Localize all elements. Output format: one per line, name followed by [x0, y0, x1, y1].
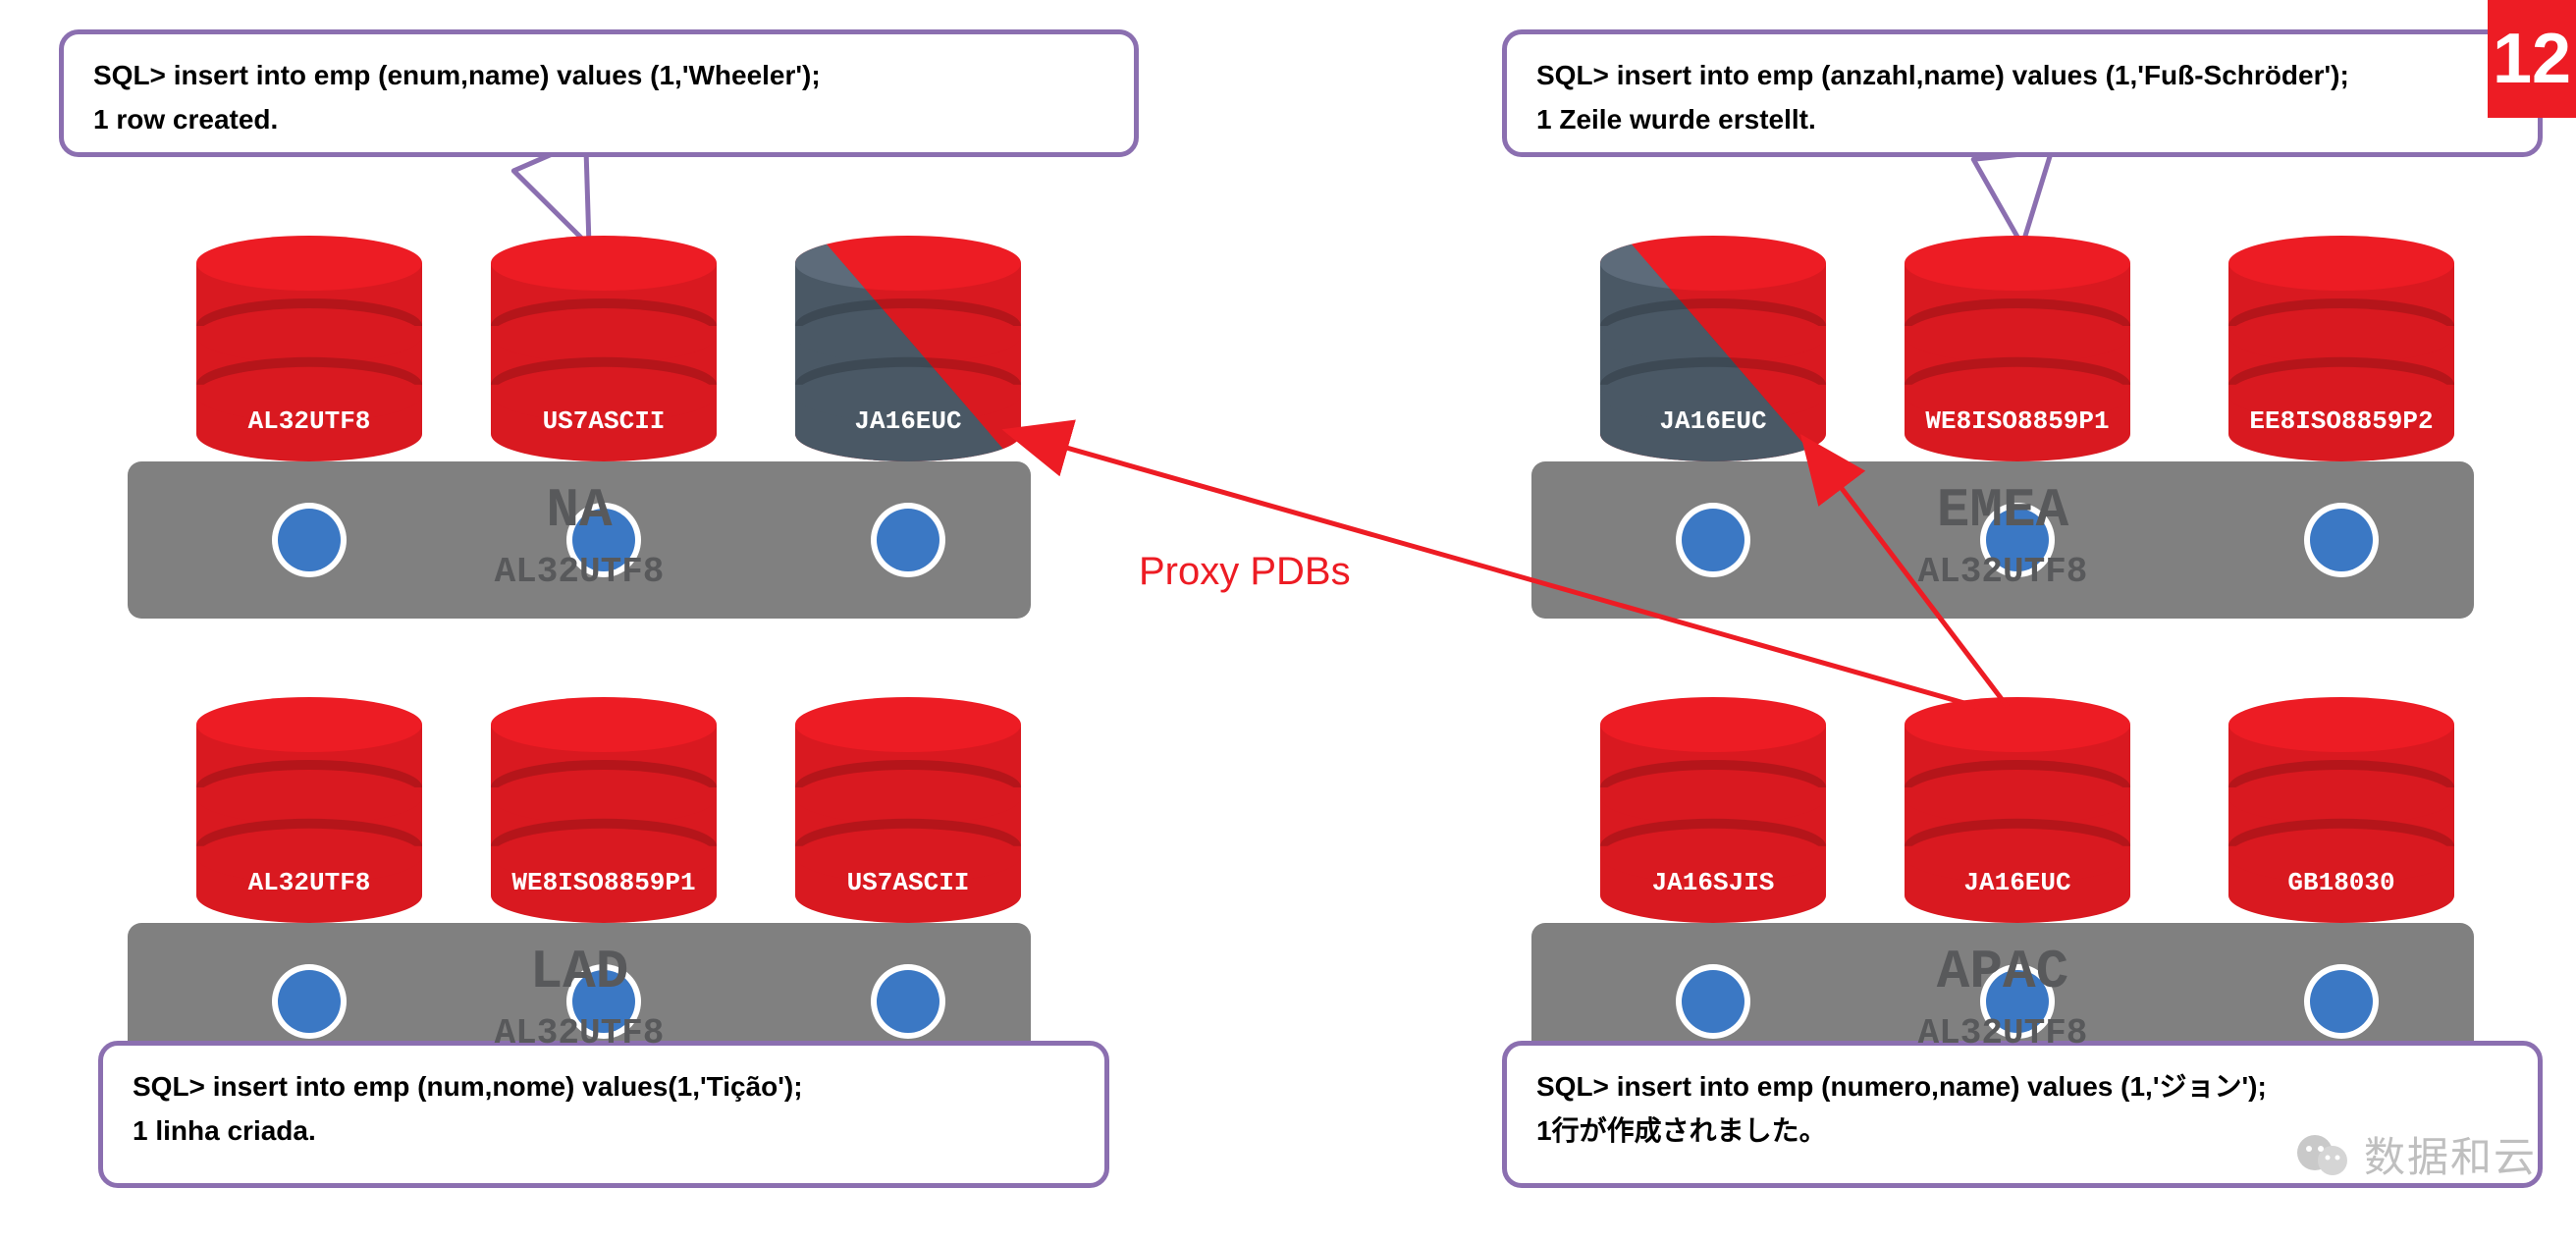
- wechat-icon: [2295, 1127, 2350, 1182]
- proxy-pdbs-label: Proxy PDBs: [1139, 550, 1351, 594]
- sql-line-2: 1 linha criada.: [133, 1109, 1075, 1154]
- pdb-label: EE8ISO8859P2: [2224, 406, 2459, 436]
- cdb-title-na: NA: [128, 479, 1031, 542]
- sql-line-2: 1 Zeile wurde erstellt.: [1536, 98, 2508, 142]
- version-badge: 12: [2488, 0, 2576, 118]
- pdb-label: US7ASCII: [486, 406, 722, 436]
- pdb-label: JA16SJIS: [1595, 868, 1831, 897]
- cdb-title-apac: APAC: [1531, 941, 2474, 1003]
- watermark: 数据和云: [2295, 1124, 2537, 1184]
- cdb-title-lad: LAD: [128, 941, 1031, 1003]
- cdb-subtitle-na: AL32UTF8: [128, 552, 1031, 592]
- cdb-subtitle-apac: AL32UTF8: [1531, 1013, 2474, 1054]
- sql-line-1: SQL> insert into emp (anzahl,name) value…: [1536, 54, 2508, 98]
- sql-line-1: SQL> insert into emp (enum,name) values …: [93, 54, 1104, 98]
- pdb-label: AL32UTF8: [191, 406, 427, 436]
- speech-bubble-na: SQL> insert into emp (enum,name) values …: [59, 29, 1139, 157]
- sql-line-1: SQL> insert into emp (num,nome) values(1…: [133, 1065, 1075, 1109]
- pdb-label: JA16EUC: [1595, 406, 1831, 436]
- cdb-title-emea: EMEA: [1531, 479, 2474, 542]
- pdb-label: US7ASCII: [790, 868, 1026, 897]
- speech-bubble-emea: SQL> insert into emp (anzahl,name) value…: [1502, 29, 2543, 157]
- pdb-label: JA16EUC: [790, 406, 1026, 436]
- pdb-label: JA16EUC: [1900, 868, 2135, 897]
- sql-line-1: SQL> insert into emp (numero,name) value…: [1536, 1065, 2508, 1109]
- speech-bubble-lad: SQL> insert into emp (num,nome) values(1…: [98, 1041, 1109, 1188]
- pdb-label: WE8ISO8859P1: [1900, 406, 2135, 436]
- cdb-subtitle-lad: AL32UTF8: [128, 1013, 1031, 1054]
- cdb-subtitle-emea: AL32UTF8: [1531, 552, 2474, 592]
- pdb-label: AL32UTF8: [191, 868, 427, 897]
- pdb-label: GB18030: [2224, 868, 2459, 897]
- sql-line-2: 1 row created.: [93, 98, 1104, 142]
- pdb-label: WE8ISO8859P1: [486, 868, 722, 897]
- watermark-text: 数据和云: [2364, 1124, 2537, 1184]
